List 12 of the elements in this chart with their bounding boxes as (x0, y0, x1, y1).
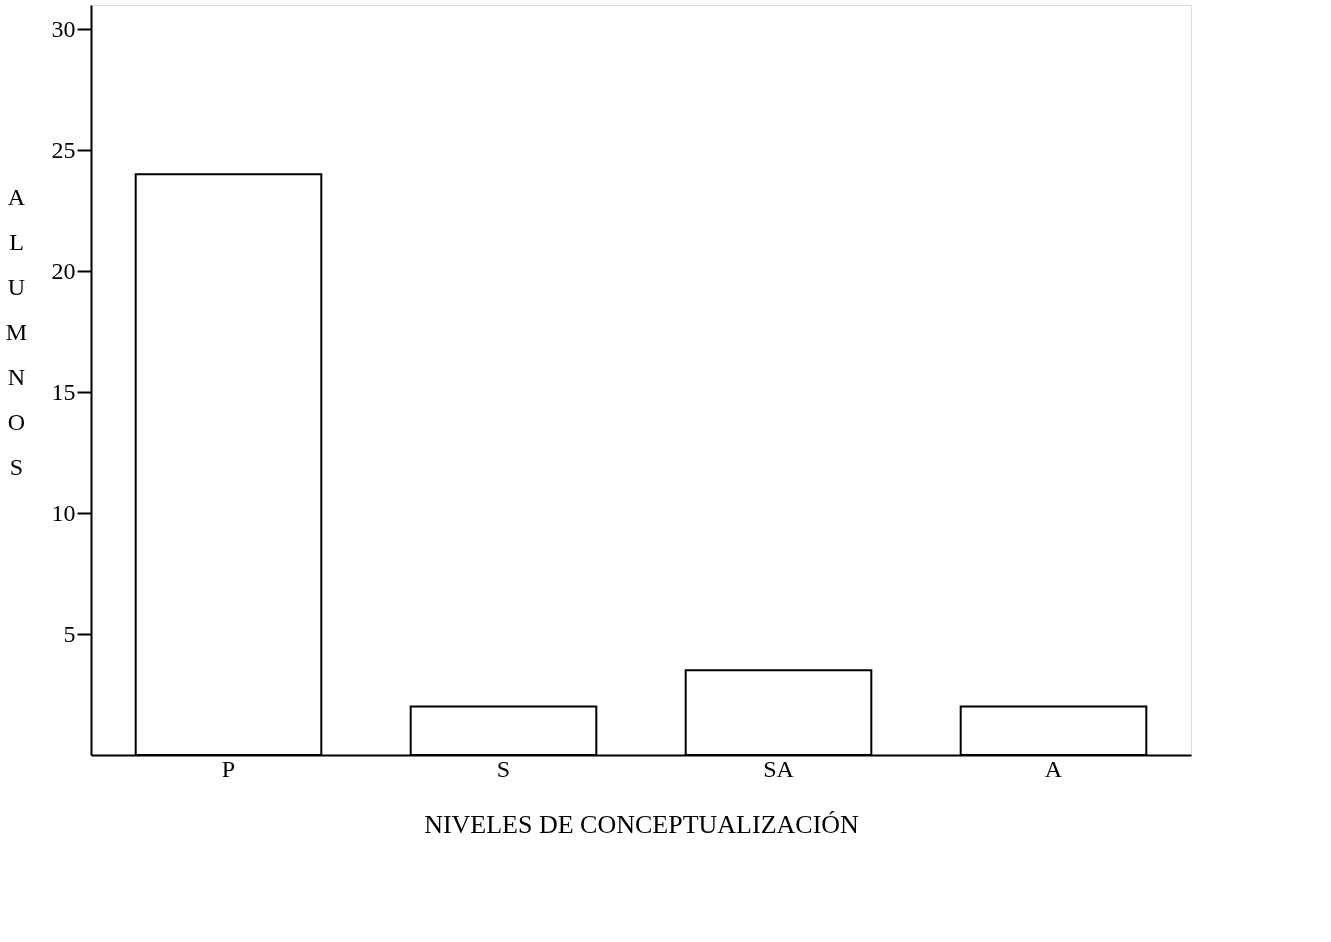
x-tick-label: A (1044, 755, 1063, 782)
y-tick-label: 30 (51, 15, 76, 42)
y-tick-label: 10 (51, 499, 76, 526)
y-axis-title: ALUMNOS (5, 183, 28, 480)
y-tick-label: 25 (51, 136, 76, 163)
x-axis-title: NIVELES DE CONCEPTUALIZACIÓN (424, 809, 860, 839)
y-tick-label: 20 (51, 257, 76, 284)
y-tick-label: 15 (51, 378, 76, 405)
y-tick-label: 5 (63, 620, 76, 647)
x-tick-label: P (221, 755, 236, 782)
x-tick-label: S (496, 755, 511, 782)
x-tick-label: SA (763, 755, 795, 782)
